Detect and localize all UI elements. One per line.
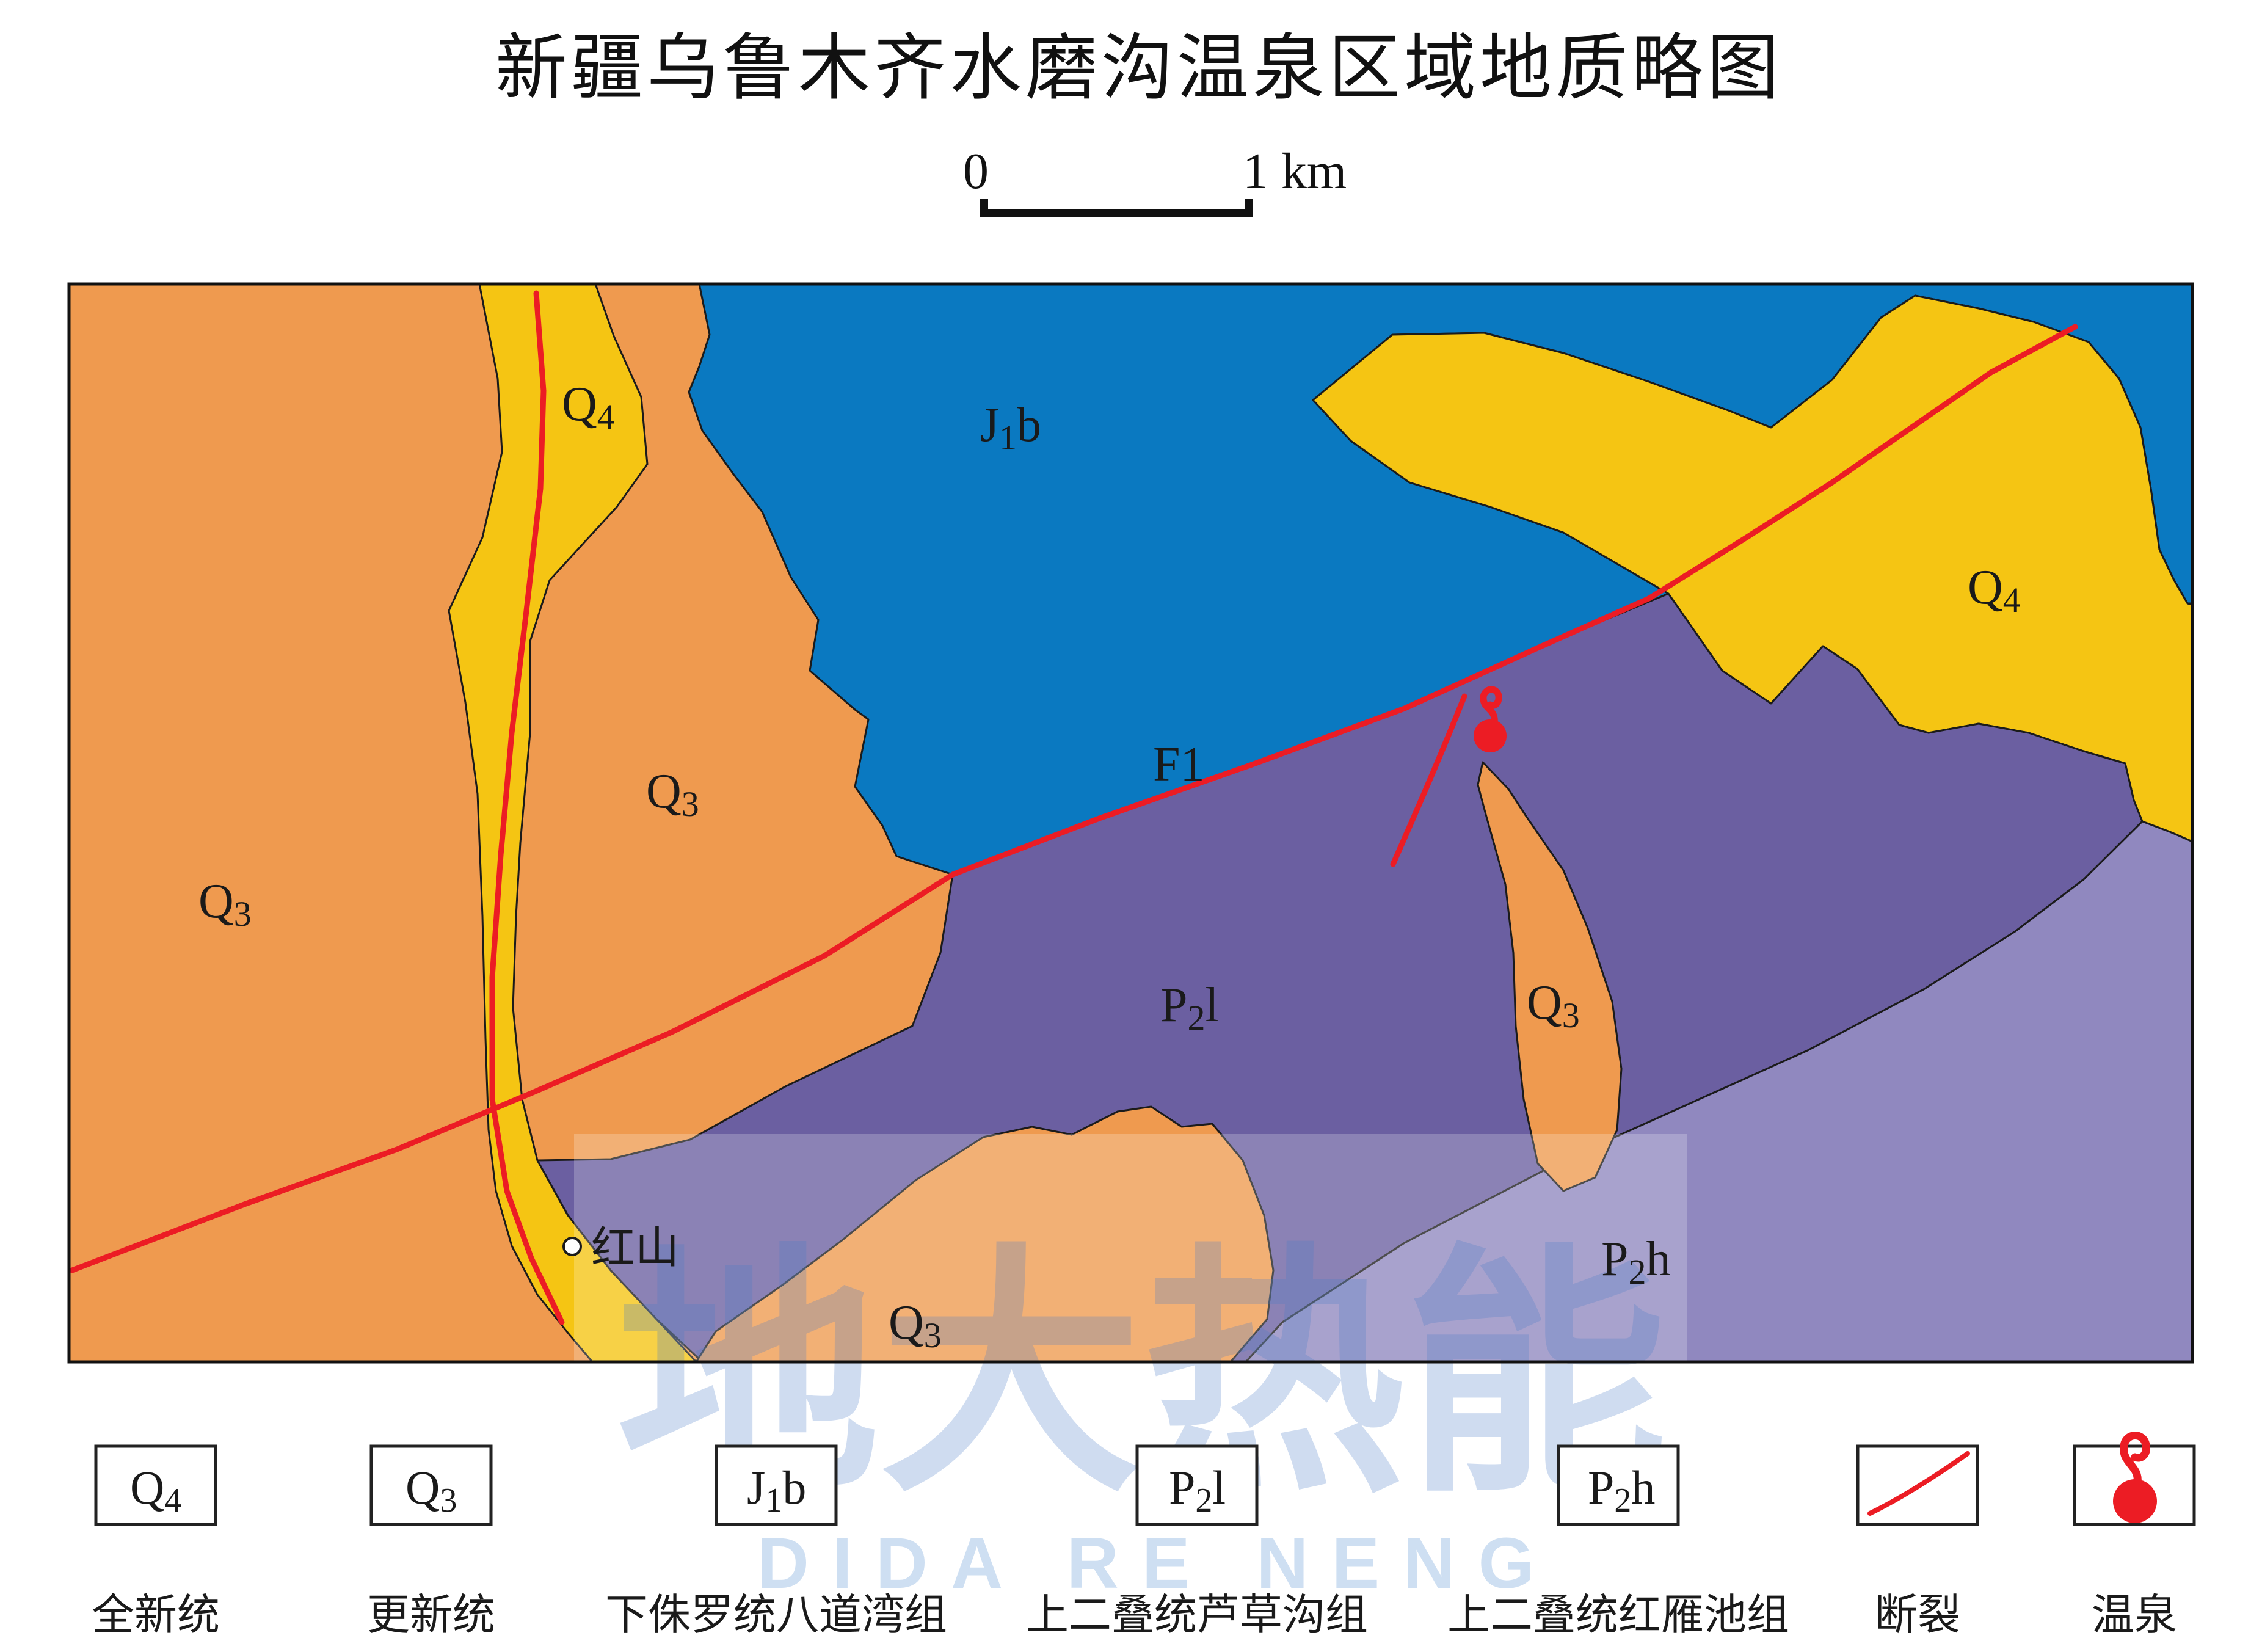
legend-caption-fault: 断裂 <box>1875 1592 1960 1639</box>
label-p2h: P2h <box>1601 1232 1671 1292</box>
label-j1b: J1b <box>980 398 1041 457</box>
label-q4-band-main: Q <box>562 377 597 431</box>
legend-symbol-q3: Q3 <box>405 1461 457 1519</box>
legend-item-p2h: P2h 上二叠统红雁池组 <box>1447 1444 1789 1639</box>
label-p2h-sub: 2 <box>1629 1252 1646 1292</box>
label-q3-center-sub: 3 <box>682 784 699 824</box>
label-q4-right-sub: 4 <box>2003 580 2021 620</box>
legend-caption-j1b: 下侏罗统八道湾组 <box>605 1592 947 1639</box>
legend-p2h-sub: 2 <box>1614 1482 1631 1519</box>
legend-symbol-p2l: P2l <box>1169 1461 1226 1519</box>
label-q4-right: Q4 <box>1968 561 2021 620</box>
watermark: 地大热能 DIDA RE NENG <box>574 1134 1687 1604</box>
legend-box-p2h <box>1557 1444 1680 1526</box>
fault-f1-line <box>69 324 2078 1273</box>
legend-q3-main: Q <box>405 1461 440 1514</box>
legend-caption-p2l: 上二叠统芦草沟组 <box>1026 1592 1368 1639</box>
legend-caption-p2h: 上二叠统红雁池组 <box>1447 1592 1789 1639</box>
legend-p2h-tail: h <box>1631 1461 1655 1514</box>
legend-q3-sub: 3 <box>440 1482 457 1519</box>
scale-1km-label: 1 km <box>1243 143 1347 200</box>
scale-zero-label: 0 <box>963 143 989 200</box>
legend-item-p2l: P2l 上二叠统芦草沟组 <box>1026 1444 1368 1639</box>
legend-p2h-main: P <box>1588 1461 1614 1514</box>
map-border <box>67 282 2194 1364</box>
hongshan-dot <box>562 1237 582 1256</box>
legend-box-q3 <box>369 1444 493 1526</box>
label-q4-band-sub: 4 <box>597 397 615 437</box>
legend-item-q4: Q4 全新统 <box>92 1444 220 1639</box>
legend-item-fault: 断裂 <box>1856 1444 1979 1639</box>
legend-fault-icon <box>1867 1451 1970 1516</box>
legend-p2l-main: P <box>1169 1461 1195 1514</box>
hot-spring-ball-icon <box>1474 719 1507 752</box>
label-q3-left-main: Q <box>198 875 234 928</box>
label-p2l-tail: l <box>1206 978 1219 1032</box>
label-p2l: P2l <box>1160 978 1219 1038</box>
label-q3-center-main: Q <box>646 765 682 818</box>
label-j1b-tail: b <box>1017 398 1041 452</box>
legend-symbol-p2h: P2h <box>1588 1461 1655 1519</box>
legend-p2l-sub: 2 <box>1195 1482 1212 1519</box>
label-q3-center: Q3 <box>646 765 699 824</box>
watermark-en-text: DIDA RE NENG <box>757 1523 1557 1604</box>
legend-item-q3: Q3 更新统 <box>367 1444 495 1639</box>
legend-j1b-sub: 1 <box>765 1482 782 1519</box>
label-q3-left-sub: 3 <box>234 894 252 934</box>
label-hongshan: 红山 <box>591 1224 679 1273</box>
legend-spring-curl-icon <box>2120 1432 2150 1487</box>
label-j1b-sub: 1 <box>999 418 1017 457</box>
label-q3-enclave-main: Q <box>1527 976 1562 1030</box>
fault-lines <box>69 290 2078 1325</box>
label-p2l-sub: 2 <box>1188 998 1206 1038</box>
region-q3-enclave <box>1477 761 1623 1192</box>
map-labels: 红山 Q4 Q3 Q3 J1b F1 P2l Q3 Q4 P2h Q3 <box>198 377 2021 1355</box>
legend-symbol-q4: Q4 <box>130 1461 181 1519</box>
legend-box-j1b <box>715 1444 838 1526</box>
label-q4-right-main: Q <box>1968 561 2003 614</box>
legend-q4-main: Q <box>130 1461 164 1514</box>
label-q3-bottom-sub: 3 <box>924 1315 942 1355</box>
label-p2h-main: P <box>1601 1232 1629 1286</box>
label-q3-enclave: Q3 <box>1527 976 1580 1035</box>
hot-spring-symbol <box>1474 686 1507 752</box>
watermark-panel <box>574 1134 1687 1362</box>
label-q4-band: Q4 <box>562 377 615 437</box>
scale-bar-rule <box>980 199 1253 217</box>
legend-item-spring: 温泉 <box>2073 1432 2196 1639</box>
map-regions <box>69 283 2194 1363</box>
legend-box-q4 <box>94 1444 217 1526</box>
fault-channel-line <box>489 290 565 1325</box>
legend-caption-q3: 更新统 <box>367 1592 495 1639</box>
page-title: 新疆乌鲁木齐水磨沟温泉区域地质略图 <box>495 29 1783 109</box>
label-f1: F1 <box>1153 738 1205 791</box>
legend-box-p2l <box>1135 1444 1259 1526</box>
scale-bar: 0 1 km <box>963 143 1347 217</box>
region-q3-bottom-lobe <box>695 1105 1275 1363</box>
label-p2h-tail: h <box>1646 1232 1671 1286</box>
legend-symbol-j1b: J1b <box>747 1461 806 1519</box>
label-j1b-main: J <box>980 398 999 452</box>
hot-spring-curl-icon <box>1480 686 1502 727</box>
label-p2l-main: P <box>1160 978 1188 1032</box>
label-q3-left: Q3 <box>198 875 252 934</box>
label-q3-bottom-main: Q <box>889 1296 924 1350</box>
legend-j1b-main: J <box>747 1461 765 1514</box>
legend-item-j1b: J1b 下侏罗统八道湾组 <box>605 1444 947 1639</box>
label-q3-enclave-sub: 3 <box>1562 995 1580 1035</box>
legend-caption-spring: 温泉 <box>2092 1592 2177 1639</box>
legend: Q4 全新统 Q3 更新统 J1b 下侏罗统八道湾组 P2l 上二叠统芦草沟组 … <box>92 1432 2196 1639</box>
legend-j1b-tail: b <box>782 1461 806 1514</box>
legend-spring-ball-icon <box>2113 1479 2157 1523</box>
label-q3-bottom: Q3 <box>889 1296 942 1355</box>
legend-q4-sub: 4 <box>164 1482 181 1519</box>
fault-branch-line <box>1390 693 1467 867</box>
legend-caption-q4: 全新统 <box>92 1592 220 1639</box>
legend-p2l-tail: l <box>1212 1461 1226 1514</box>
